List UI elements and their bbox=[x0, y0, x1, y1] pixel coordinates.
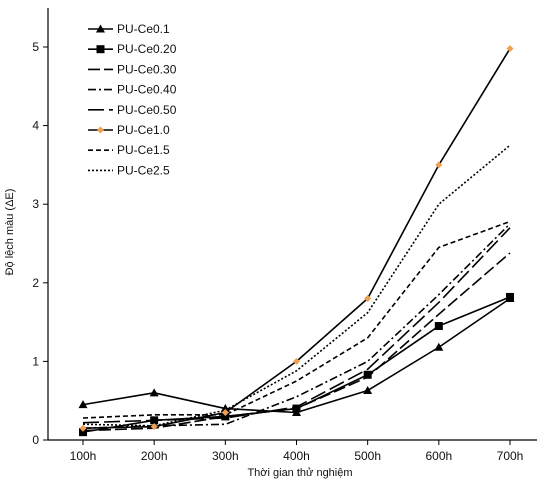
legend-label: PU-Ce0.30 bbox=[117, 62, 177, 76]
series-line-PU-Ce0.40 bbox=[82, 223, 511, 430]
x-tick-label: 400h bbox=[283, 449, 310, 463]
legend-label: PU-Ce0.40 bbox=[117, 83, 177, 97]
legend-label: PU-Ce2.5 bbox=[117, 163, 170, 177]
legend-label: PU-Ce1.0 bbox=[117, 123, 170, 137]
PU-Ce0.1-marker bbox=[96, 24, 105, 33]
y-axis-title: Độ lệch màu (ΔE) bbox=[4, 189, 16, 276]
y-tick-label: 3 bbox=[32, 197, 39, 211]
PU-Ce0.1-marker bbox=[363, 385, 373, 394]
legend-label: PU-Ce0.20 bbox=[117, 42, 177, 56]
legend: PU-Ce0.1 PU-Ce0.20 PU-Ce0.30 PU-Ce0.40 PU-Ce… bbox=[88, 22, 177, 177]
axes bbox=[47, 8, 537, 441]
PU-Ce0.20-marker bbox=[79, 428, 87, 437]
y-tick-labels: 0 1 2 3 4 5 bbox=[32, 40, 48, 447]
x-tick-label: 500h bbox=[354, 449, 381, 463]
PU-Ce0.1-marker bbox=[149, 388, 159, 397]
x-tick-label: 700h bbox=[497, 449, 524, 463]
y-tick-label: 5 bbox=[32, 40, 39, 54]
PU-Ce1.0-marker bbox=[150, 423, 158, 431]
PU-Ce1.0-marker bbox=[79, 424, 87, 432]
x-tick-label: 100h bbox=[70, 449, 97, 463]
PU-Ce0.20-marker bbox=[506, 292, 514, 301]
x-axis-title: Thời gian thử nghiệm bbox=[247, 467, 352, 479]
PU-Ce0.20-marker bbox=[292, 404, 301, 413]
series-markers bbox=[78, 45, 515, 437]
PU-Ce1.0-marker bbox=[435, 161, 443, 169]
PU-Ce1.0-marker bbox=[293, 357, 300, 365]
y-tick-label: 2 bbox=[32, 276, 39, 290]
series-line-PU-Ce1.5 bbox=[82, 220, 511, 419]
x-tick-labels: 100h 200h 300h 400h 500h 600h 700h bbox=[70, 440, 524, 463]
PU-Ce0.20-marker bbox=[150, 416, 159, 425]
x-tick-label: 200h bbox=[141, 449, 168, 463]
PU-Ce0.1-marker bbox=[434, 342, 444, 351]
PU-Ce0.20-marker bbox=[221, 412, 230, 421]
PU-Ce0.1-marker bbox=[220, 404, 230, 413]
y-tick-label: 4 bbox=[32, 119, 39, 133]
legend-label: PU-Ce0.50 bbox=[117, 103, 177, 117]
PU-Ce0.20-marker bbox=[434, 322, 443, 331]
y-tick-label: 0 bbox=[32, 433, 39, 447]
x-tick-label: 600h bbox=[425, 449, 452, 463]
series-line-PU-Ce0.1 bbox=[82, 297, 511, 414]
x-tick-label: 300h bbox=[212, 449, 239, 463]
PU-Ce0.20-marker bbox=[96, 45, 105, 54]
legend-label: PU-Ce1.5 bbox=[117, 143, 170, 157]
PU-Ce0.20-marker bbox=[363, 370, 372, 379]
legend-label: PU-Ce0.1 bbox=[117, 22, 170, 36]
PU-Ce1.0-marker bbox=[97, 126, 104, 134]
PU-Ce1.0-marker bbox=[221, 408, 229, 416]
PU-Ce0.1-marker bbox=[78, 400, 88, 409]
series-line-PU-Ce2.5 bbox=[82, 144, 511, 427]
y-tick-label: 1 bbox=[32, 354, 39, 368]
PU-Ce1.0-marker bbox=[506, 45, 514, 53]
PU-Ce1.0-marker bbox=[364, 295, 372, 303]
